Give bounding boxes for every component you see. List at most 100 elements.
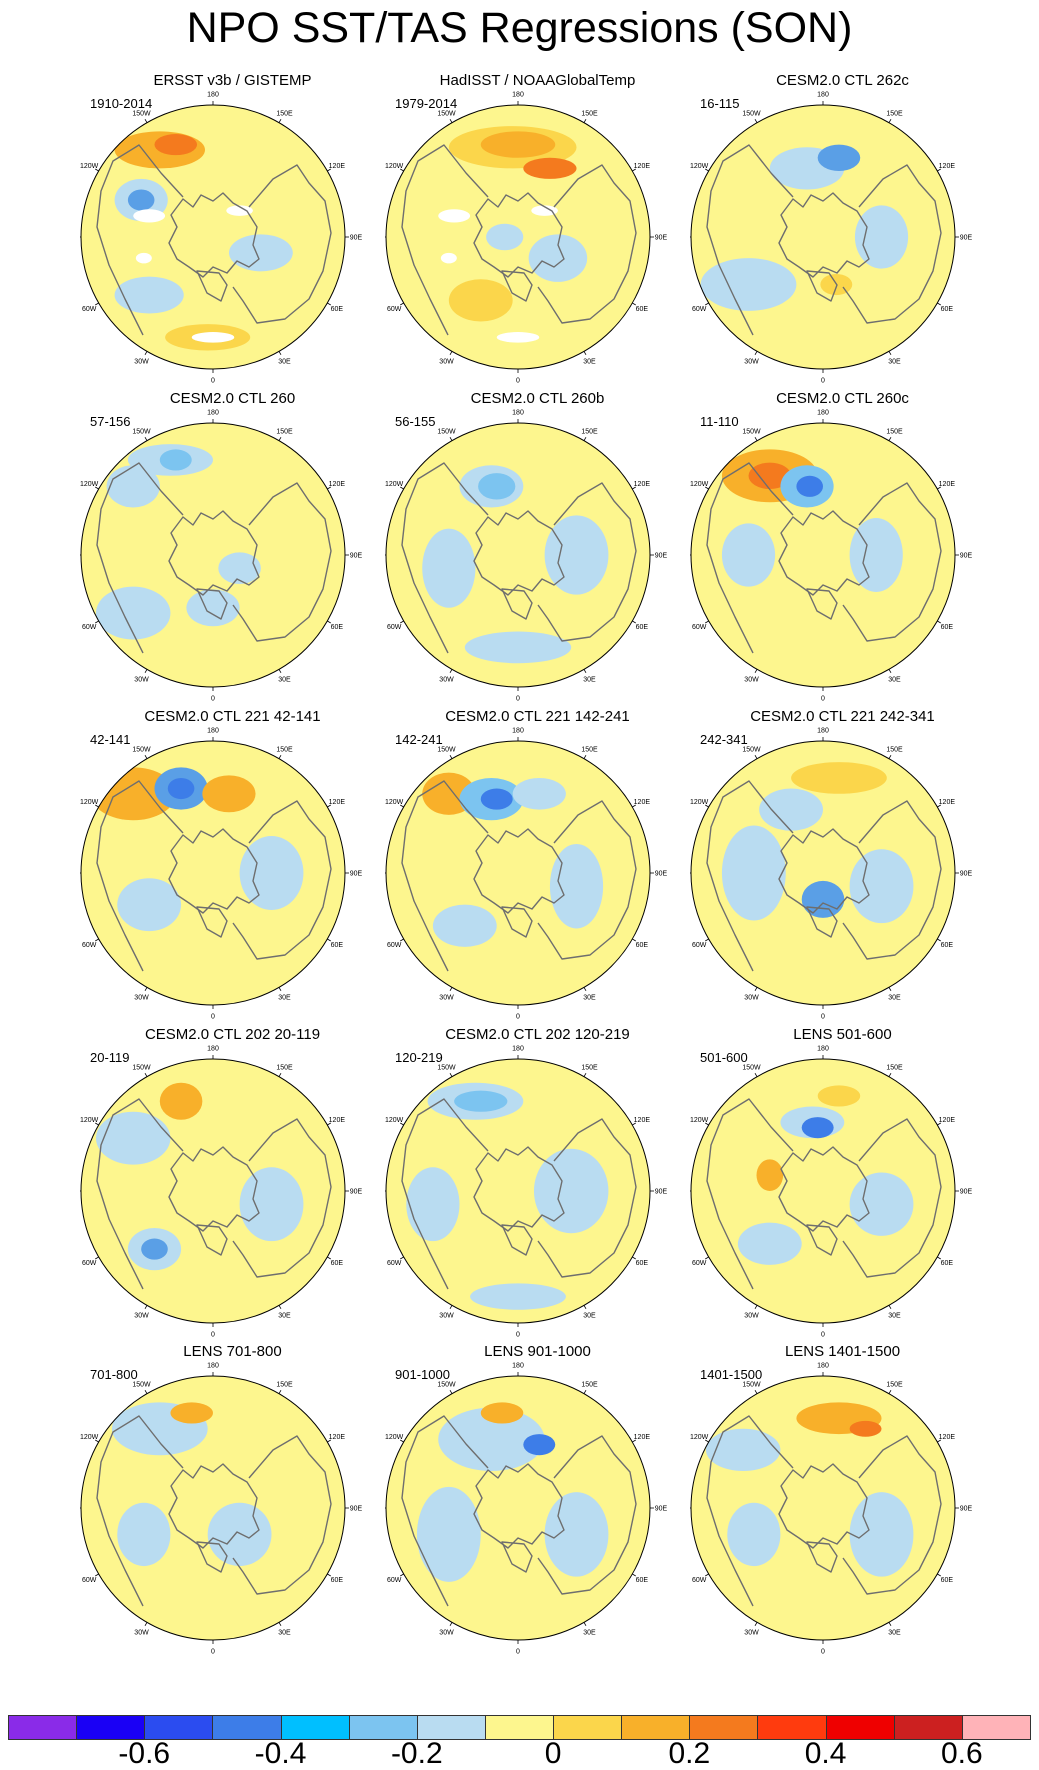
colorbar-label: -0.2 <box>390 1737 443 1770</box>
panel-period: 1401-1500 <box>700 1367 763 1382</box>
longitude-label: 0 <box>516 1332 520 1339</box>
missing-data <box>438 209 471 223</box>
longitude-label: 30E <box>278 994 291 1001</box>
anomaly-region <box>170 1402 213 1424</box>
polar-map: 180150E120E90E60E30E030W60W90W120W150W <box>80 92 363 385</box>
panel-period: 42-141 <box>90 732 131 747</box>
missing-data <box>226 205 253 216</box>
longitude-label: 60W <box>692 624 707 631</box>
colorbar-label: 0.6 <box>941 1737 983 1770</box>
longitude-label: 180 <box>817 1046 829 1053</box>
longitude-tick <box>400 302 404 306</box>
longitude-tick <box>888 351 892 355</box>
anomaly-region <box>486 223 524 251</box>
anomaly-region <box>480 1402 524 1424</box>
longitude-tick <box>632 620 636 624</box>
longitude-label: 120E <box>634 481 651 488</box>
coastlines <box>96 462 332 654</box>
longitude-tick <box>278 1305 282 1309</box>
longitude-tick <box>754 437 758 441</box>
anomaly-region <box>159 1082 203 1120</box>
longitude-label: 30W <box>439 676 454 683</box>
page-title: NPO SST/TAS Regressions (SON) <box>186 4 853 52</box>
longitude-label: 0 <box>516 696 520 703</box>
longitude-tick <box>278 351 282 355</box>
longitude-tick <box>754 1390 758 1394</box>
longitude-label: 30W <box>744 1312 759 1319</box>
longitude-label: 30W <box>439 1629 454 1636</box>
panel-period: 20-119 <box>90 1050 130 1065</box>
longitude-label: 180 <box>512 410 524 417</box>
longitude-label: 0 <box>821 1332 825 1339</box>
longitude-label: 120W <box>690 1117 709 1124</box>
longitude-tick <box>449 1390 453 1394</box>
map-field <box>691 1376 955 1640</box>
map-panel: CESM2.0 CTL 260b 56-155 180 150E 120E 90E 60E 3… <box>385 390 690 710</box>
longitude-tick <box>888 437 892 441</box>
longitude-label: 30W <box>439 994 454 1001</box>
anomaly-region <box>849 1492 914 1577</box>
anomaly-region <box>549 843 604 929</box>
longitude-label: 60W <box>387 1577 402 1584</box>
polar-map: 180150E120E90E60E30E030W60W90W120W150W <box>690 1363 973 1656</box>
anomaly-region <box>700 258 797 311</box>
longitude-tick <box>327 168 331 172</box>
longitude-label: 180 <box>512 92 524 99</box>
map-field <box>386 741 650 1005</box>
longitude-tick <box>888 1622 892 1626</box>
anomaly-region <box>228 234 293 272</box>
longitude-tick <box>95 486 99 490</box>
longitude-tick <box>705 486 709 490</box>
anomaly-region <box>748 462 792 489</box>
anomaly-region <box>721 523 776 587</box>
longitude-tick <box>400 168 404 172</box>
longitude-label: 60W <box>387 1260 402 1267</box>
longitude-tick <box>400 1439 404 1443</box>
colorbar-label: 0.4 <box>804 1737 847 1770</box>
longitude-tick <box>888 119 892 123</box>
longitude-tick <box>754 755 758 759</box>
map-background <box>81 1059 345 1323</box>
longitude-label: 90E <box>655 235 668 242</box>
anomaly-region <box>464 631 572 664</box>
longitude-label: 90E <box>960 553 973 560</box>
longitude-tick <box>278 987 282 991</box>
longitude-label: 150W <box>132 429 151 436</box>
longitude-label: 30W <box>134 994 149 1001</box>
longitude-label: 90E <box>350 871 363 878</box>
longitude-tick <box>449 1622 453 1626</box>
longitude-tick <box>144 351 148 355</box>
longitude-tick <box>144 755 148 759</box>
longitude-tick <box>937 938 941 942</box>
coastlines <box>401 1415 637 1607</box>
map-panel: CESM2.0 CTL 221 42-141 42-141 180 150E 120E 9… <box>80 708 385 1028</box>
longitude-label: 60E <box>636 306 649 313</box>
anomaly-region <box>95 586 171 640</box>
longitude-label: 30W <box>439 1312 454 1319</box>
longitude-tick <box>278 669 282 673</box>
polar-map: 180150E120E90E60E30E030W60W90W120W150W <box>80 410 363 703</box>
longitude-tick <box>705 1573 709 1577</box>
longitude-label: 120W <box>385 799 404 806</box>
map-panel: CESM2.0 CTL 221 142-241 142-241 180 150E 120… <box>385 708 690 1028</box>
colorbar-label: 0 <box>544 1737 562 1770</box>
longitude-tick <box>937 486 941 490</box>
polar-map: 180150E120E90E60E30E030W60W90W120W150W <box>80 1046 363 1339</box>
panel-period: 901-1000 <box>395 1367 450 1382</box>
panel-period: 142-241 <box>395 732 443 747</box>
longitude-label: 30W <box>134 358 149 365</box>
longitude-label: 60E <box>941 624 954 631</box>
coastlines <box>401 462 637 654</box>
longitude-label: 180 <box>817 1363 829 1370</box>
longitude-tick <box>754 119 758 123</box>
longitude-tick <box>400 486 404 490</box>
longitude-label: 60W <box>692 942 707 949</box>
anomaly-region <box>849 849 914 924</box>
map-field <box>81 105 345 369</box>
longitude-tick <box>327 1573 331 1577</box>
longitude-label: 60E <box>636 1577 649 1584</box>
longitude-label: 120E <box>939 1117 956 1124</box>
longitude-label: 30E <box>888 358 901 365</box>
longitude-tick <box>937 620 941 624</box>
longitude-label: 30W <box>744 994 759 1001</box>
